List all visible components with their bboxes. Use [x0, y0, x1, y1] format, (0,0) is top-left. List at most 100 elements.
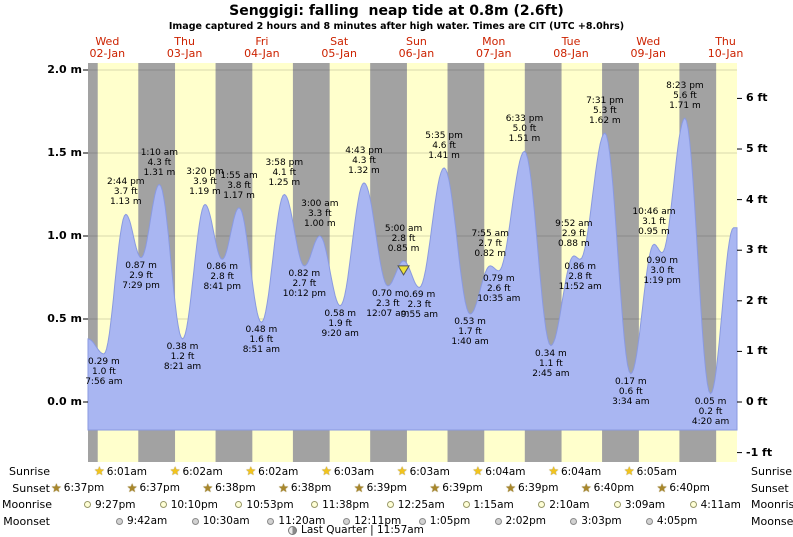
annotation-line: 0.34 m [535, 348, 567, 359]
sunset-entry: ★ 6:38pm [278, 482, 331, 495]
day-name: Fri [255, 35, 269, 48]
annotation-line: 0.48 m [245, 325, 278, 336]
tide-high-annotation: 7:31 pm 5.3 ft 1.62 m [586, 96, 624, 126]
day-label: Wed 02-Jan [90, 36, 126, 60]
y-axis-label-ft: 6 ft [746, 91, 768, 105]
annotation-line: 6:33 pm [505, 114, 544, 125]
moonset-entry: 9:42am [116, 515, 167, 528]
moonrise-entry: 12:25am [386, 498, 445, 511]
sunset-star-icon: ★ [202, 480, 214, 495]
day-name: Mon [482, 35, 506, 48]
y-axis-label-ft: 4 ft [746, 192, 768, 206]
tide-high-annotation: 3:00 am 3.3 ft 1.00 m [301, 199, 338, 229]
row-label-moonrise-left: Moonrise [2, 498, 52, 511]
day-label: Wed 09-Jan [630, 36, 666, 60]
tide-high-annotation: 8:23 pm 5.6 ft 1.71 m [666, 81, 704, 111]
moonset-time: 11:20am [278, 515, 326, 527]
moonset-time: 9:42am [127, 515, 168, 527]
annotation-line: 1.1 ft [539, 358, 563, 369]
day-label: Sat 05-Jan [321, 36, 357, 60]
row-label-sunset-right: Sunset [751, 481, 789, 495]
annotation-line: 1.9 ft [328, 318, 353, 329]
moonrise-entry: 4:11am [689, 498, 741, 511]
capture-note: Image captured 2 hours and 8 minutes aft… [168, 21, 625, 32]
annotation-line: 5.3 ft [593, 106, 617, 117]
tide-low-annotation: 0.90 m 3.0 ft 1:19 pm [643, 256, 681, 286]
day-date: 04-Jan [244, 47, 280, 60]
sunset-time: 6:38pm [290, 482, 332, 494]
sunset-entry: ★ 6:39pm [354, 482, 407, 495]
annotation-line: 1:40 am [451, 337, 489, 348]
sunrise-entry: ★ 6:04am [473, 465, 526, 478]
sunset-time: 6:37pm [63, 482, 105, 494]
annotation-line: 1:55 am [220, 170, 258, 181]
y-axis-label-ft: 2 ft [746, 293, 768, 307]
annotation-line: 1.32 m [348, 165, 380, 176]
sunset-entry: ★ 6:40pm [581, 482, 634, 495]
sunrise-star-icon: ★ [396, 464, 408, 478]
sunset-time: 6:40pm [669, 482, 710, 494]
day-date: 06-Jan [398, 47, 435, 60]
moon-phase: Last Quarter | 11:57am [288, 524, 424, 536]
annotation-line: 0.05 m [694, 396, 727, 407]
y-axis-label-ft: 3 ft [746, 243, 768, 257]
row-label-sunrise-left: Sunrise [8, 465, 50, 478]
annotation-line: 0.29 m [88, 356, 120, 367]
annotation-line: 1:19 pm [643, 275, 681, 286]
moonrise-time: 10:53pm [246, 498, 294, 511]
day-date: 07-Jan [475, 47, 512, 60]
annotation-line: 0.17 m [614, 376, 647, 387]
annotation-line: 7:55 am [471, 228, 509, 239]
annotation-line: 1.71 m [669, 101, 701, 112]
tide-high-annotation: 9:52 am 2.9 ft 0.88 m [555, 219, 592, 249]
annotation-line: 1.2 ft [170, 351, 195, 362]
sunrise-time: 6:02am [258, 465, 299, 478]
annotation-line: 0.88 m [557, 238, 590, 249]
moonset-moon-icon [570, 517, 578, 525]
moonrise-time: 11:38pm [322, 498, 370, 511]
sunrise-entry: ★ 6:02am [170, 465, 223, 478]
annotation-line: 4.1 ft [272, 167, 297, 178]
annotation-line: 0.70 m [371, 288, 404, 299]
day-name: Sat [330, 35, 349, 48]
row-label-moonset-left: Moonset [3, 514, 50, 528]
sunrise-entry: ★ 6:01am [94, 465, 147, 478]
row-label-moonset-right: Moonset [751, 514, 793, 528]
sunrise-star-icon: ★ [472, 464, 484, 478]
page-title: Senggigi: falling neap tide at 0.8m (2.6… [229, 3, 564, 19]
sunrise-star-icon: ★ [245, 464, 257, 478]
annotation-line: 2.8 ft [568, 272, 593, 283]
y-axis-label-ft: 0 ft [746, 395, 768, 408]
annotation-line: 4.3 ft [352, 155, 376, 166]
moon-phase-text: Last Quarter | 11:57am [301, 524, 424, 536]
y-axis-label-ft: 5 ft [746, 142, 768, 156]
annotation-line: 3.3 ft [307, 209, 332, 219]
day-name: Sun [405, 35, 427, 48]
annotation-line: 11:52 am [558, 282, 602, 293]
moonset-entry: 10:30am [191, 515, 250, 528]
sunset-entry: ★ 6:39pm [505, 482, 558, 495]
moonset-moon-icon [494, 517, 502, 525]
sunrise-entry: ★ 6:04am [548, 465, 601, 478]
annotation-line: 0.86 m [564, 262, 597, 273]
sunset-star-icon: ★ [580, 480, 592, 495]
tide-low-annotation: 0.69 m 2.3 ft 9:55 am [401, 290, 438, 320]
sunset-entry: ★ 6:37pm [51, 482, 104, 495]
moonset-time: 1:05pm [429, 515, 471, 527]
moonset-time: 2:02pm [505, 515, 546, 527]
moonrise-time: 1:15am [473, 498, 514, 511]
annotation-line: 3.7 ft [113, 187, 138, 198]
moonset-time: 4:05pm [656, 515, 698, 527]
moonrise-entry: 2:10am [538, 498, 589, 511]
moonrise-entry: 10:53pm [235, 498, 294, 511]
annotation-line: 5:35 pm [425, 130, 463, 141]
sunrise-star-icon: ★ [94, 464, 105, 478]
moonrise-moon-icon [311, 501, 319, 508]
annotation-line: 0.58 m [324, 308, 357, 319]
moonrise-moon-icon [159, 501, 167, 508]
day-label: Thu 10-Jan [708, 36, 744, 60]
sunrise-star-icon: ★ [169, 464, 181, 478]
y-axis-label-ft: -1 ft [746, 445, 773, 459]
annotation-line: 2:45 am [532, 368, 570, 379]
